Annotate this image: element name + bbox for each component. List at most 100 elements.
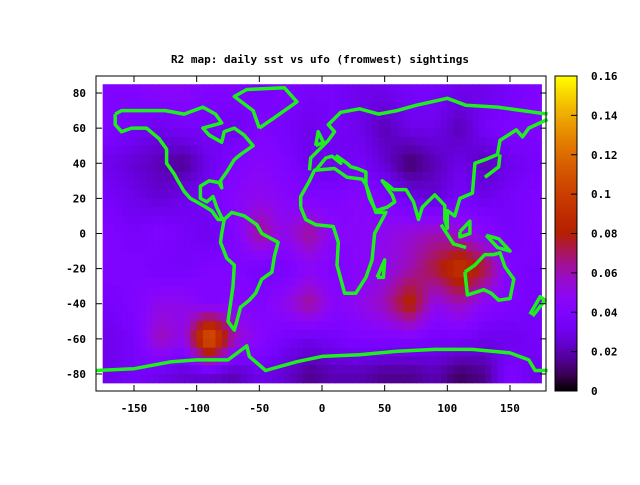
heatmap-cell <box>152 215 160 226</box>
heatmap-cell <box>453 163 461 173</box>
heatmap-cell <box>259 338 267 349</box>
heatmap-cell <box>528 145 536 156</box>
coastline <box>313 129 326 148</box>
heatmap-cell <box>503 259 511 270</box>
heatmap-cell <box>303 312 311 322</box>
heatmap-cell <box>215 303 223 314</box>
heatmap-cell <box>516 347 524 358</box>
heatmap-cell <box>484 93 492 103</box>
heatmap-cell <box>152 163 160 173</box>
heatmap-cell <box>416 330 423 340</box>
heatmap-cell <box>378 189 386 199</box>
heatmap-cell <box>472 119 480 129</box>
heatmap-cell <box>290 303 298 314</box>
heatmap-cell <box>309 268 317 278</box>
heatmap-cell <box>535 242 542 252</box>
heatmap-cell <box>328 198 336 208</box>
heatmap-cell <box>516 180 524 191</box>
heatmap-cell <box>328 294 336 305</box>
heatmap-cell <box>296 338 304 349</box>
heatmap-cell <box>384 338 392 349</box>
heatmap-cell <box>253 215 260 226</box>
heatmap-cell <box>246 93 254 103</box>
heatmap-cell <box>503 101 511 112</box>
heatmap-cell <box>484 145 492 156</box>
heatmap-cell <box>497 338 505 349</box>
heatmap-cell <box>359 101 367 112</box>
heatmap-cell <box>428 189 436 199</box>
heatmap-cell <box>290 163 298 173</box>
heatmap-cell <box>478 163 486 173</box>
heatmap-cell <box>146 286 154 296</box>
heatmap-cell <box>228 180 235 191</box>
heatmap-cell <box>171 338 179 349</box>
heatmap-cell <box>209 128 217 138</box>
heatmap-cell <box>365 119 373 129</box>
heatmap-cell <box>265 251 273 261</box>
heatmap-cell <box>309 347 317 358</box>
heatmap-cell <box>397 356 405 366</box>
heatmap-cell <box>447 136 455 147</box>
heatmap-cell <box>108 163 116 173</box>
heatmap-cell <box>196 338 204 349</box>
heatmap-cell <box>315 198 323 208</box>
heatmap-cell <box>177 277 185 287</box>
heatmap-cell <box>428 303 436 314</box>
heatmap-cell <box>334 224 342 235</box>
heatmap-cell <box>372 373 379 384</box>
chart-title: R2 map: daily sst vs ufo (fromwest) sigh… <box>171 53 469 66</box>
heatmap-cell <box>102 207 110 217</box>
heatmap-cell <box>290 268 298 278</box>
heatmap-cell <box>535 347 542 358</box>
heatmap-cell <box>466 154 473 164</box>
heatmap-cell <box>140 242 148 252</box>
heatmap-cell <box>503 277 511 287</box>
heatmap-cell <box>353 233 361 243</box>
heatmap-cell <box>121 198 129 208</box>
heatmap-cell <box>428 356 436 366</box>
heatmap-cell <box>196 242 204 252</box>
heatmap-cell <box>259 207 267 217</box>
heatmap-cell <box>503 338 511 349</box>
heatmap-cell <box>466 242 473 252</box>
heatmap-cell <box>108 347 116 358</box>
heatmap-cell <box>334 101 342 112</box>
heatmap-cell <box>296 154 304 164</box>
heatmap-cell <box>240 154 248 164</box>
heatmap-cell <box>528 338 536 349</box>
heatmap-cell <box>522 84 530 94</box>
heatmap-cell <box>378 286 386 296</box>
heatmap-cell <box>353 145 361 156</box>
heatmap-cell <box>134 128 141 138</box>
heatmap-cell <box>340 110 348 120</box>
heatmap-cell <box>165 180 173 191</box>
heatmap-cell <box>434 84 442 94</box>
heatmap-cell <box>165 84 173 94</box>
heatmap-cell <box>478 180 486 191</box>
heatmap-cell <box>221 180 229 191</box>
heatmap-cell <box>491 207 499 217</box>
heatmap-cell <box>146 224 154 235</box>
heatmap-cell <box>115 189 123 199</box>
heatmap-cell <box>184 233 192 243</box>
heatmap-cell <box>322 330 329 340</box>
heatmap-cell <box>484 163 492 173</box>
heatmap-cell <box>171 224 179 235</box>
heatmap-cell <box>422 294 430 305</box>
heatmap-cell <box>522 365 530 375</box>
heatmap-cell <box>278 207 285 217</box>
heatmap-cell <box>127 233 135 243</box>
heatmap-cell <box>253 251 260 261</box>
heatmap-cell <box>190 189 198 199</box>
heatmap-cell <box>459 365 467 375</box>
heatmap-cell <box>315 365 323 375</box>
heatmap-cell <box>184 251 192 261</box>
heatmap-cell <box>152 312 160 322</box>
heatmap-cell <box>510 224 517 235</box>
heatmap-cell <box>491 286 499 296</box>
heatmap-cell <box>296 312 304 322</box>
heatmap-cell <box>259 198 267 208</box>
heatmap-cell <box>522 338 530 349</box>
heatmap-cell <box>296 145 304 156</box>
heatmap-cell <box>209 303 217 314</box>
